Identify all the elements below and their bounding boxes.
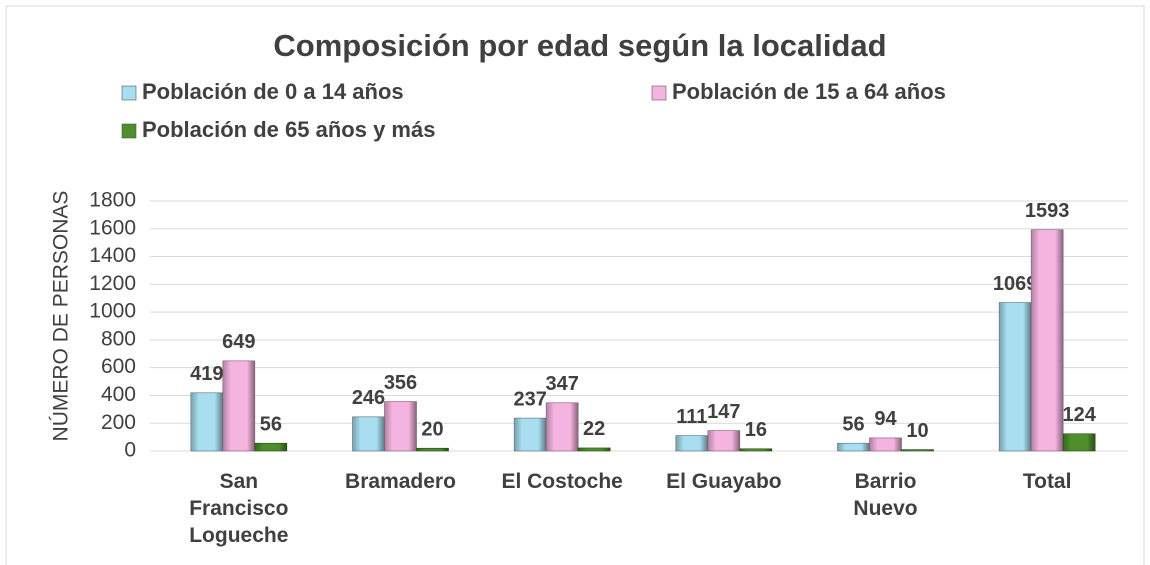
data-label: 10 (906, 420, 928, 442)
x-tick-label: El Guayabo (666, 470, 782, 493)
y-tick-label: 600 (101, 355, 136, 378)
data-label: 1069 (993, 273, 1038, 295)
legend-label: Población de 15 a 64 años (672, 79, 946, 104)
bar (222, 360, 256, 452)
bar (707, 430, 741, 452)
bar (837, 442, 870, 452)
y-tick-label: 1400 (89, 244, 136, 267)
bar (1062, 433, 1096, 452)
data-label: 94 (874, 408, 897, 430)
x-tick-label: Total (1022, 470, 1072, 493)
y-tick-label: 1800 (89, 189, 136, 212)
bar (545, 402, 579, 452)
y-tick-label: 1200 (89, 272, 136, 295)
x-tick-label: San Francisco Logueche (189, 470, 289, 547)
x-tick-label: Bramadero (345, 470, 456, 493)
x-tick-label: El Costoche (501, 470, 623, 493)
bar (1030, 229, 1064, 452)
data-label: 356 (384, 372, 417, 394)
chart-title: Composición por edad según la localidad (273, 28, 886, 63)
legend-swatch (121, 85, 137, 101)
data-label: 147 (707, 401, 740, 423)
y-axis-title: NÚMERO DE PERSONAS (50, 191, 73, 442)
legend-label: Población de 65 años y más (142, 117, 435, 142)
data-label: 347 (545, 373, 578, 395)
bar (254, 442, 288, 452)
data-label: 16 (745, 419, 767, 441)
y-tick-label: 1600 (89, 216, 136, 239)
bar (739, 448, 773, 452)
chart-border (5, 5, 1145, 565)
bar (675, 435, 709, 452)
bar (901, 449, 934, 452)
bar (352, 416, 385, 452)
data-label: 649 (222, 331, 255, 353)
data-label: 56 (260, 414, 282, 436)
y-tick-label: 0 (124, 439, 136, 462)
bar (869, 437, 902, 452)
bar (513, 417, 547, 452)
data-label: 124 (1062, 404, 1096, 426)
legend-swatch (651, 85, 667, 101)
data-label: 111 (676, 406, 707, 428)
bar (577, 447, 611, 452)
y-tick-label: 800 (101, 327, 136, 350)
bar (416, 447, 449, 452)
data-label: 1593 (1025, 200, 1070, 222)
bar (384, 401, 417, 452)
legend-swatch (121, 123, 137, 139)
data-label: 419 (190, 363, 223, 385)
y-tick-label: 200 (101, 411, 136, 434)
bar (998, 302, 1032, 452)
data-label: 56 (842, 414, 864, 436)
y-tick-label: 400 (101, 383, 136, 406)
y-tick-label: 1000 (89, 300, 136, 323)
data-label: 237 (513, 388, 546, 410)
data-label: 20 (421, 419, 443, 441)
bar (190, 392, 224, 452)
x-tick-label: Barrio Nuevo (853, 470, 918, 520)
data-label: 246 (352, 387, 385, 409)
data-label: 22 (583, 418, 605, 440)
legend-label: Población de 0 a 14 años (142, 79, 404, 104)
